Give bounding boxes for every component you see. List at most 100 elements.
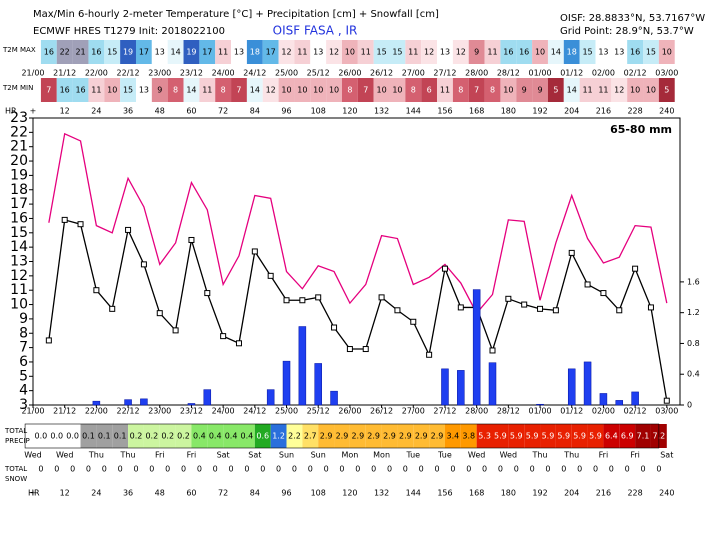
snow-total: 0 [197,465,202,474]
day-label: Tue [437,451,452,460]
precip-cell [492,424,509,448]
temp-cell [199,40,216,64]
temp-cell [278,78,295,102]
temp-value: 6 [427,86,432,95]
hour-label: 228 [627,489,642,498]
temp-cell [72,78,89,102]
precip-cell [159,424,176,448]
temp-cell [215,78,232,102]
y2-tick-label: 1.6 [687,277,700,286]
temp-marker [426,351,433,358]
temp-marker [394,307,401,314]
x-tick-label: 28/12 [497,407,520,416]
temp-value: 5 [553,86,558,95]
temp-marker [251,248,258,255]
precip-total: 0.2 [177,432,190,441]
precip-cell [571,424,588,448]
hour-label: 12 [60,107,70,116]
hour-label: 120 [342,107,357,116]
temp-value: 12 [329,48,339,57]
temp-cell [357,78,374,102]
y-tick-label: 11 [10,282,28,298]
snow-total: 0 [561,465,566,474]
temp-value: 13 [313,48,323,57]
temp-cell [135,40,152,64]
temp-cell [658,40,675,64]
x-tick-label: 21/12 [53,407,76,416]
precip-total: 5.9 [494,432,507,441]
temp-cell [326,78,342,102]
snow-total: 0 [593,465,598,474]
temp-value: 11 [202,86,212,95]
y-tick-label: 14 [10,239,28,255]
precip-row-frame [24,423,660,449]
temp-cell [231,78,247,102]
temp-value: 9 [474,48,479,57]
temp-cell [326,40,342,64]
y2-tick-label: 0 [687,401,692,410]
y-tick-label: 19 [10,167,28,183]
precip-bar [314,363,322,406]
temp-value: 7 [236,86,241,95]
hour-label: 84 [250,107,260,116]
temp-marker [647,304,654,311]
temp-cell [167,40,184,64]
temp-cell [310,78,327,102]
precip-total: 5.9 [573,432,586,441]
temp-cell [437,40,453,64]
temp-value: 17 [202,48,212,57]
temp-value: 10 [281,86,291,95]
precip-total: 0.4 [209,432,222,441]
hour-label: 216 [596,489,611,498]
x-tick-label: 02/12 [624,407,647,416]
temp-cell [151,78,168,102]
x-tick-label: 27/12 [433,407,456,416]
temp-value: 15 [646,48,656,57]
temp-value: 14 [551,48,561,57]
date-label: 22/00 [85,69,108,78]
precip-bar [583,361,592,406]
precip-total: 2.9 [399,432,412,441]
hour-label: 180 [501,107,516,116]
temp-value: 10 [662,48,672,57]
precip-total: 5.9 [510,432,523,441]
date-label: 24/12 [243,69,266,78]
temp-value: 11 [297,48,307,57]
hour-label: 60 [186,107,196,116]
date-label: 26/12 [370,69,393,78]
precip-cell [112,424,129,448]
precip-cell [143,424,160,448]
day-label: Tue [405,451,420,460]
date-label: 22/12 [117,69,140,78]
y-tick-label: 4 [19,383,28,399]
day-label: Fri [187,451,197,460]
temp-value: 15 [123,86,133,95]
temp-value: 14 [171,48,181,57]
temp-cell [40,40,57,64]
row-label: HR [5,107,17,116]
precip-total: 0.0 [66,432,79,441]
snow-total: 0 [229,465,234,474]
snow-total: 0 [625,465,630,474]
temp-value: 14 [567,86,577,95]
precip-cell [254,424,271,448]
hour-label: + [30,107,37,116]
precip-bar [266,389,275,406]
precip-bar [282,360,291,406]
temp-value: 11 [218,48,228,57]
snow-total: 0 [149,465,154,474]
row-label: T2M MIN [2,84,33,92]
snow-total: 0 [292,465,297,474]
hour-label: 108 [311,489,326,498]
precip-total: 0.1 [114,432,127,441]
snow-total: 0 [466,465,471,474]
temp-marker [346,346,353,353]
snow-total: 0 [403,465,408,474]
row-label: PRECIP [5,437,30,445]
precip-cell [635,424,651,448]
hour-label: 168 [469,489,484,498]
precip-total: 6.9 [621,432,634,441]
precip-total: 2.2 [288,432,301,441]
day-label: Sun [279,451,294,460]
